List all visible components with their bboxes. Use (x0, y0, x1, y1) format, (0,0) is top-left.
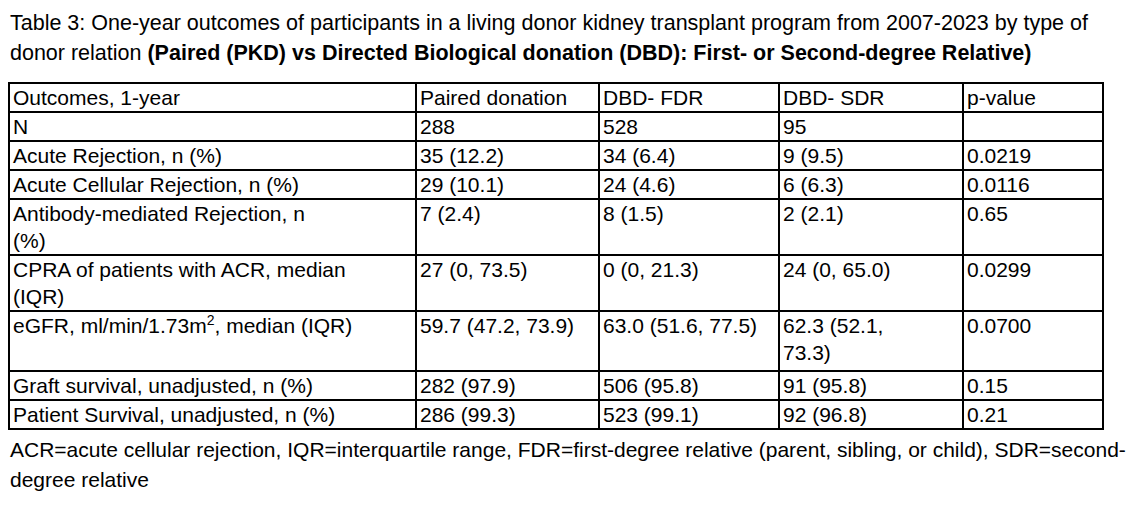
value-cell: 34 (6.4) (599, 141, 779, 170)
p-value-cell: 0.65 (963, 199, 1103, 255)
value-cell: 7 (2.4) (416, 199, 599, 255)
col-header-dbd-fdr: DBD- FDR (599, 83, 779, 112)
table-row-acute-rejection: Acute Rejection, n (%) 35 (12.2) 34 (6.4… (9, 141, 1103, 170)
value-cell: 59.7 (47.2, 73.9) (416, 311, 599, 371)
col-header-outcomes: Outcomes, 1-year (9, 83, 416, 112)
value-cell: 2 (2.1) (779, 199, 963, 255)
row-label: Acute Cellular Rejection, n (%) (9, 170, 416, 199)
col-header-dbd-sdr: DBD- SDR (779, 83, 963, 112)
p-value-cell: 0.0299 (963, 255, 1103, 311)
value-cell: 91 (95.8) (779, 371, 963, 400)
p-value-cell: 0.15 (963, 371, 1103, 400)
row-label: CPRA of patients with ACR, median (IQR) (9, 255, 416, 311)
table-row-acute-cellular-rejection: Acute Cellular Rejection, n (%) 29 (10.1… (9, 170, 1103, 199)
row-label: Patient Survival, unadjusted, n (%) (9, 400, 416, 429)
value-cell: 8 (1.5) (599, 199, 779, 255)
value-cell: 62.3 (52.1, 73.3) (779, 311, 963, 371)
value-cell: 24 (4.6) (599, 170, 779, 199)
row-label: eGFR, ml/min/1.73m2, median (IQR) (9, 311, 416, 371)
value-cell: 9 (9.5) (779, 141, 963, 170)
value-cell: 528 (599, 112, 779, 141)
value-cell: 282 (97.9) (416, 371, 599, 400)
p-value-cell: 0.0116 (963, 170, 1103, 199)
value-cell: 6 (6.3) (779, 170, 963, 199)
table-row-patient-survival: Patient Survival, unadjusted, n (%) 286 … (9, 400, 1103, 429)
row-label: Graft survival, unadjusted, n (%) (9, 371, 416, 400)
value-cell: 24 (0, 65.0) (779, 255, 963, 311)
row-label: Acute Rejection, n (%) (9, 141, 416, 170)
value-cell: 35 (12.2) (416, 141, 599, 170)
egfr-label-post: , median (IQR) (215, 314, 353, 337)
p-value-cell: 0.0219 (963, 141, 1103, 170)
value-cell: 27 (0, 73.5) (416, 255, 599, 311)
value-cell: 92 (96.8) (779, 400, 963, 429)
col-header-p-value: p-value (963, 83, 1103, 112)
table-row-graft-survival: Graft survival, unadjusted, n (%) 282 (9… (9, 371, 1103, 400)
value-cell: 288 (416, 112, 599, 141)
outcomes-table: Outcomes, 1-year Paired donation DBD- FD… (8, 82, 1104, 430)
table-row-antibody-mediated-rejection: Antibody-mediated Rejection, n (%) 7 (2.… (9, 199, 1103, 255)
value-cell: 95 (779, 112, 963, 141)
value-cell: 0 (0, 21.3) (599, 255, 779, 311)
col-header-paired-donation: Paired donation (416, 83, 599, 112)
egfr-label-pre: eGFR, ml/min/1.73m (13, 314, 207, 337)
table-row-n: N 288 528 95 (9, 112, 1103, 141)
table-footnote: ACR=acute cellular rejection, IQR=interq… (10, 435, 1134, 495)
table-caption: Table 3: One-year outcomes of participan… (10, 8, 1130, 68)
value-cell: 29 (10.1) (416, 170, 599, 199)
caption-bold-text: (Paired (PKD) vs Directed Biological don… (147, 41, 1031, 65)
document-page: Table 3: One-year outcomes of participan… (0, 0, 1134, 530)
value-cell: 506 (95.8) (599, 371, 779, 400)
row-label: Antibody-mediated Rejection, n (%) (9, 199, 416, 255)
value-cell: 63.0 (51.6, 77.5) (599, 311, 779, 371)
p-value-cell: 0.0700 (963, 311, 1103, 371)
value-cell: 523 (99.1) (599, 400, 779, 429)
row-label: N (9, 112, 416, 141)
table-row-egfr: eGFR, ml/min/1.73m2, median (IQR) 59.7 (… (9, 311, 1103, 371)
header-row: Outcomes, 1-year Paired donation DBD- FD… (9, 83, 1103, 112)
p-value-cell: 0.21 (963, 400, 1103, 429)
egfr-superscript: 2 (207, 312, 215, 328)
value-cell: 286 (99.3) (416, 400, 599, 429)
p-value-cell (963, 112, 1103, 141)
table-row-cpra: CPRA of patients with ACR, median (IQR) … (9, 255, 1103, 311)
